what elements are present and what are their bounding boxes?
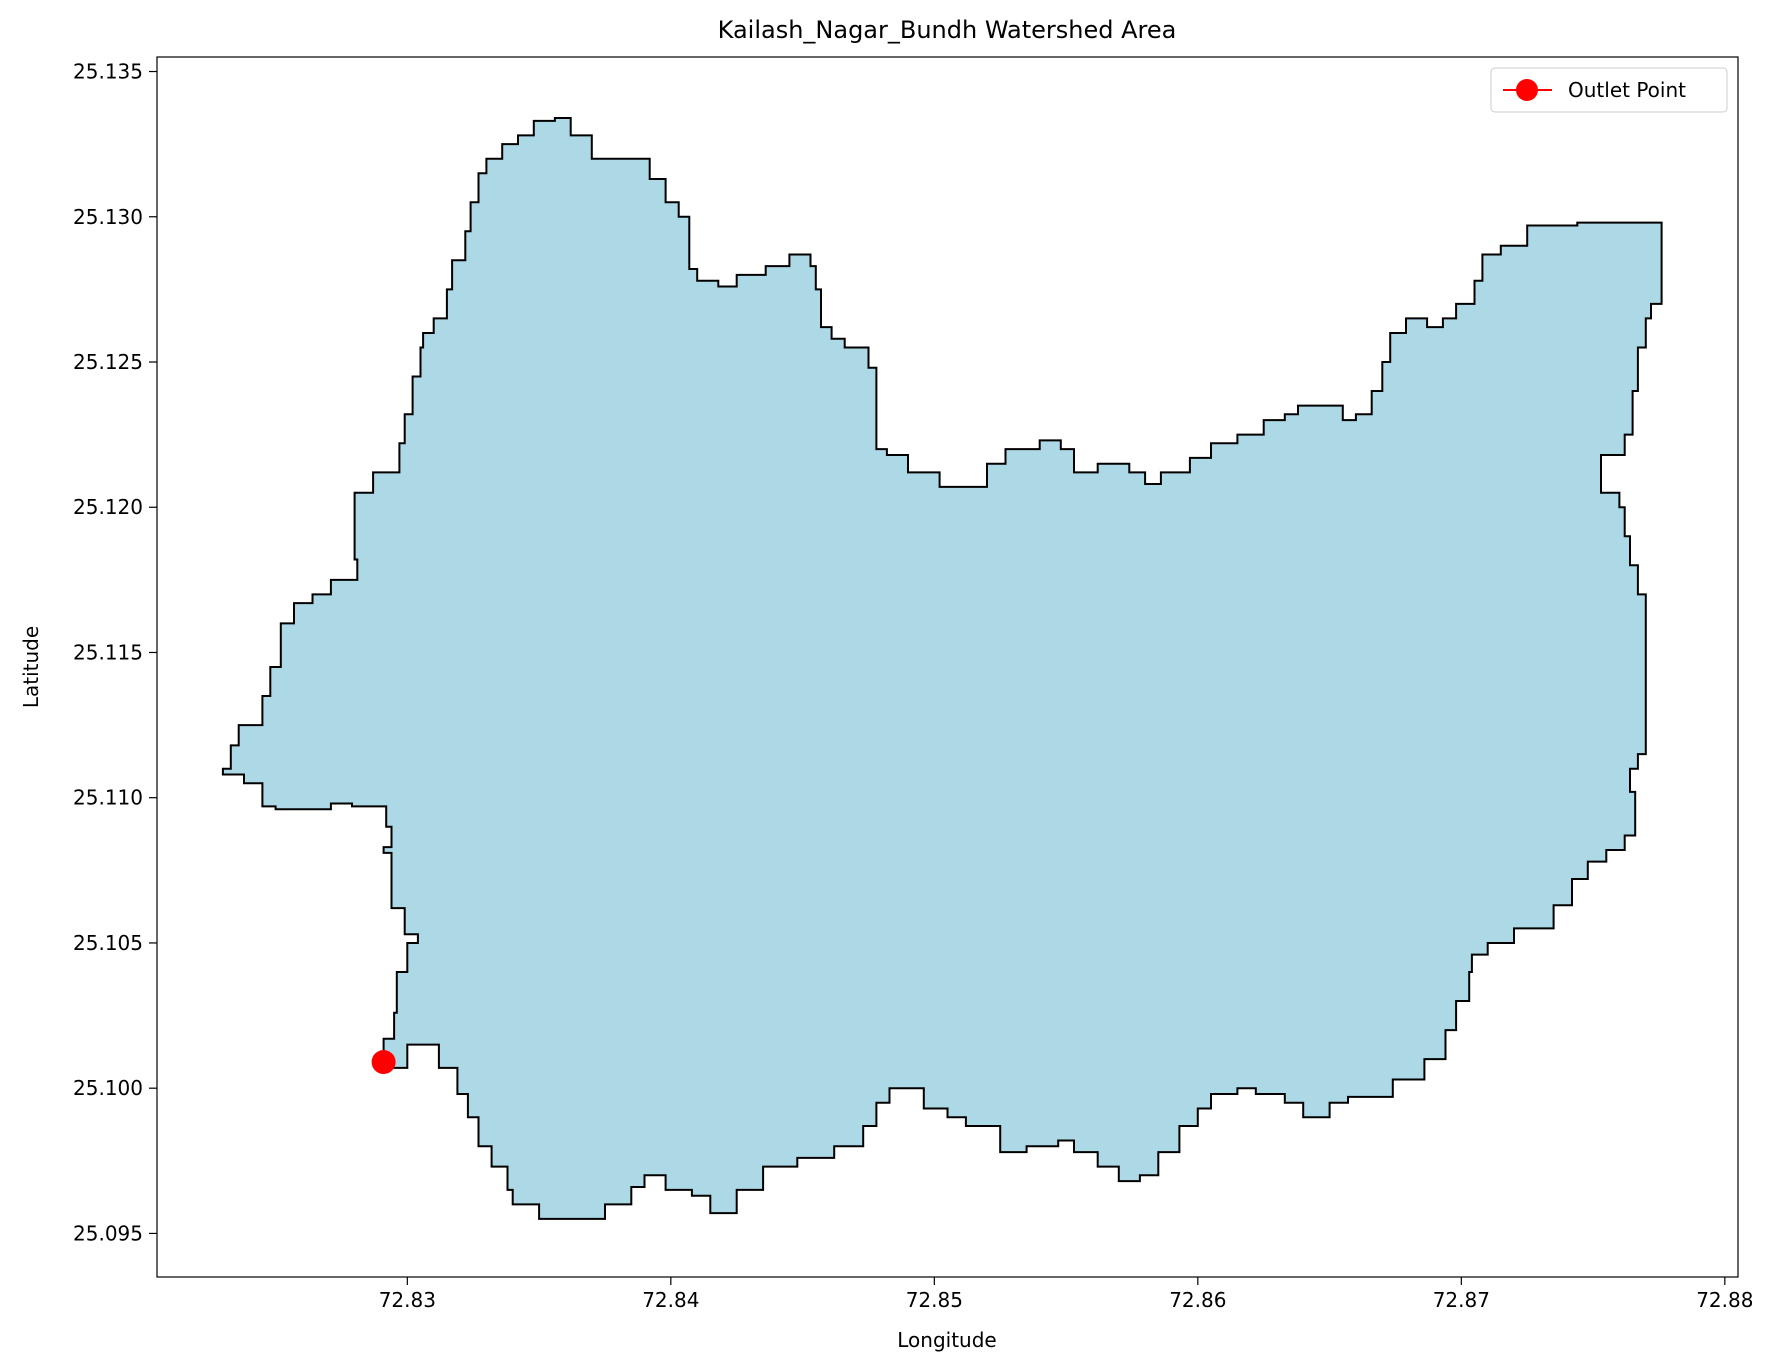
y-tick-label: 25.130: [73, 205, 143, 229]
x-axis-label: Longitude: [897, 1328, 996, 1352]
legend-entry-outlet-point: Outlet Point: [1568, 78, 1686, 102]
legend-box: [1490, 67, 1728, 113]
outlet-layer: [371, 1050, 396, 1075]
x-tick-label: 72.88: [1696, 1288, 1753, 1312]
y-tick-label: 25.125: [73, 350, 143, 374]
y-tick-label: 25.135: [73, 60, 143, 84]
y-tick-label: 25.110: [73, 786, 143, 810]
y-tick-label: 25.120: [73, 495, 143, 519]
x-axis: 72.83 72.84 72.85 72.86 72.87 72.88: [379, 1277, 1753, 1312]
y-axis-label: Latitude: [19, 626, 43, 708]
x-tick-label: 72.86: [1169, 1288, 1226, 1312]
y-tick-label: 25.100: [73, 1076, 143, 1100]
watershed-polygon: [221, 117, 1663, 1220]
legend: Outlet Point: [1490, 67, 1728, 113]
outlet-point-marker: [371, 1050, 396, 1075]
axes-frame: [156, 56, 1739, 1278]
y-tick-label: 25.105: [73, 931, 143, 955]
y-tick-label: 25.115: [73, 640, 143, 664]
y-tick-label: 25.095: [73, 1221, 143, 1245]
x-tick-label: 72.87: [1433, 1288, 1490, 1312]
legend-marker-swatch: [1516, 79, 1538, 101]
chart-title: Kailash_Nagar_Bundh Watershed Area: [718, 16, 1177, 44]
y-axis: 25.095 25.100 25.105 25.110 25.115 25.120 25.1…: [73, 60, 157, 1245]
shape-layer: [221, 117, 1663, 1220]
x-tick-label: 72.85: [906, 1288, 963, 1312]
x-tick-label: 72.84: [642, 1288, 699, 1312]
x-tick-label: 72.83: [379, 1288, 436, 1312]
